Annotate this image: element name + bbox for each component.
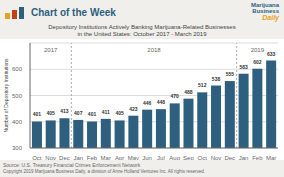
svg-text:413: 413 bbox=[60, 108, 69, 114]
html-text:Daily: Daily bbox=[262, 14, 279, 21]
svg-text:Sep: Sep bbox=[183, 155, 194, 160]
svg-text:Jun: Jun bbox=[142, 155, 152, 160]
svg-text:448: 448 bbox=[157, 99, 166, 105]
svg-text:2019: 2019 bbox=[251, 47, 265, 53]
svg-text:2018: 2018 bbox=[147, 47, 161, 53]
svg-text:Jul: Jul bbox=[157, 155, 165, 160]
svg-text:Oct: Oct bbox=[32, 155, 42, 160]
svg-text:Nov: Nov bbox=[211, 155, 222, 160]
svg-text:Jan: Jan bbox=[73, 155, 83, 160]
html-text:Source: U.S. Treasury Financia: Source: U.S. Treasury Financial Crimes E… bbox=[3, 162, 141, 168]
svg-text:407: 407 bbox=[74, 110, 83, 116]
svg-text:Oct: Oct bbox=[198, 155, 208, 160]
svg-text:401: 401 bbox=[88, 111, 97, 117]
svg-text:423: 423 bbox=[129, 106, 138, 112]
svg-text:405: 405 bbox=[47, 110, 56, 116]
svg-text:405: 405 bbox=[115, 110, 124, 116]
svg-text:Number of Depository Instituti: Number of Depository Institutions bbox=[8, 58, 9, 132]
svg-text:555: 555 bbox=[226, 71, 235, 77]
svg-text:401: 401 bbox=[33, 111, 42, 117]
svg-text:Nov: Nov bbox=[45, 155, 56, 160]
svg-text:2017: 2017 bbox=[44, 47, 58, 53]
svg-text:470: 470 bbox=[171, 93, 180, 99]
svg-text:Feb: Feb bbox=[87, 155, 98, 160]
svg-text:602: 602 bbox=[253, 59, 262, 65]
svg-text:Jan: Jan bbox=[239, 155, 249, 160]
svg-text:Mar: Mar bbox=[266, 155, 276, 160]
svg-text:Aug: Aug bbox=[169, 155, 180, 160]
svg-text:May: May bbox=[128, 155, 139, 160]
svg-text:538: 538 bbox=[212, 76, 221, 82]
svg-text:446: 446 bbox=[143, 100, 152, 106]
svg-text:Dec: Dec bbox=[224, 155, 235, 160]
svg-text:Dec: Dec bbox=[59, 155, 70, 160]
svg-text:400: 400 bbox=[12, 119, 23, 125]
html-text:Copyright 2019 Marijuana Busin: Copyright 2019 Marijuana Business Daily,… bbox=[3, 169, 205, 174]
svg-text:633: 633 bbox=[267, 51, 276, 57]
svg-text:488: 488 bbox=[184, 89, 193, 95]
html-text:Business: Business bbox=[252, 8, 279, 14]
svg-text:300: 300 bbox=[12, 145, 23, 151]
svg-text:Feb: Feb bbox=[252, 155, 263, 160]
svg-text:Apr: Apr bbox=[115, 155, 124, 160]
html-text:in the United States: October: in the United States: October 2017 - Mar… bbox=[77, 31, 207, 37]
html-text:Marijuana: Marijuana bbox=[251, 2, 279, 8]
svg-text:411: 411 bbox=[102, 109, 110, 115]
html-text:Depository Institutions Active: Depository Institutions Actively Banking… bbox=[48, 24, 236, 30]
svg-text:500: 500 bbox=[12, 93, 23, 99]
html-text:Chart of the Week: Chart of the Week bbox=[31, 6, 116, 18]
svg-text:512: 512 bbox=[198, 82, 207, 88]
svg-text:Mar: Mar bbox=[101, 155, 111, 160]
svg-text:583: 583 bbox=[239, 64, 248, 70]
svg-text:600: 600 bbox=[12, 66, 23, 72]
